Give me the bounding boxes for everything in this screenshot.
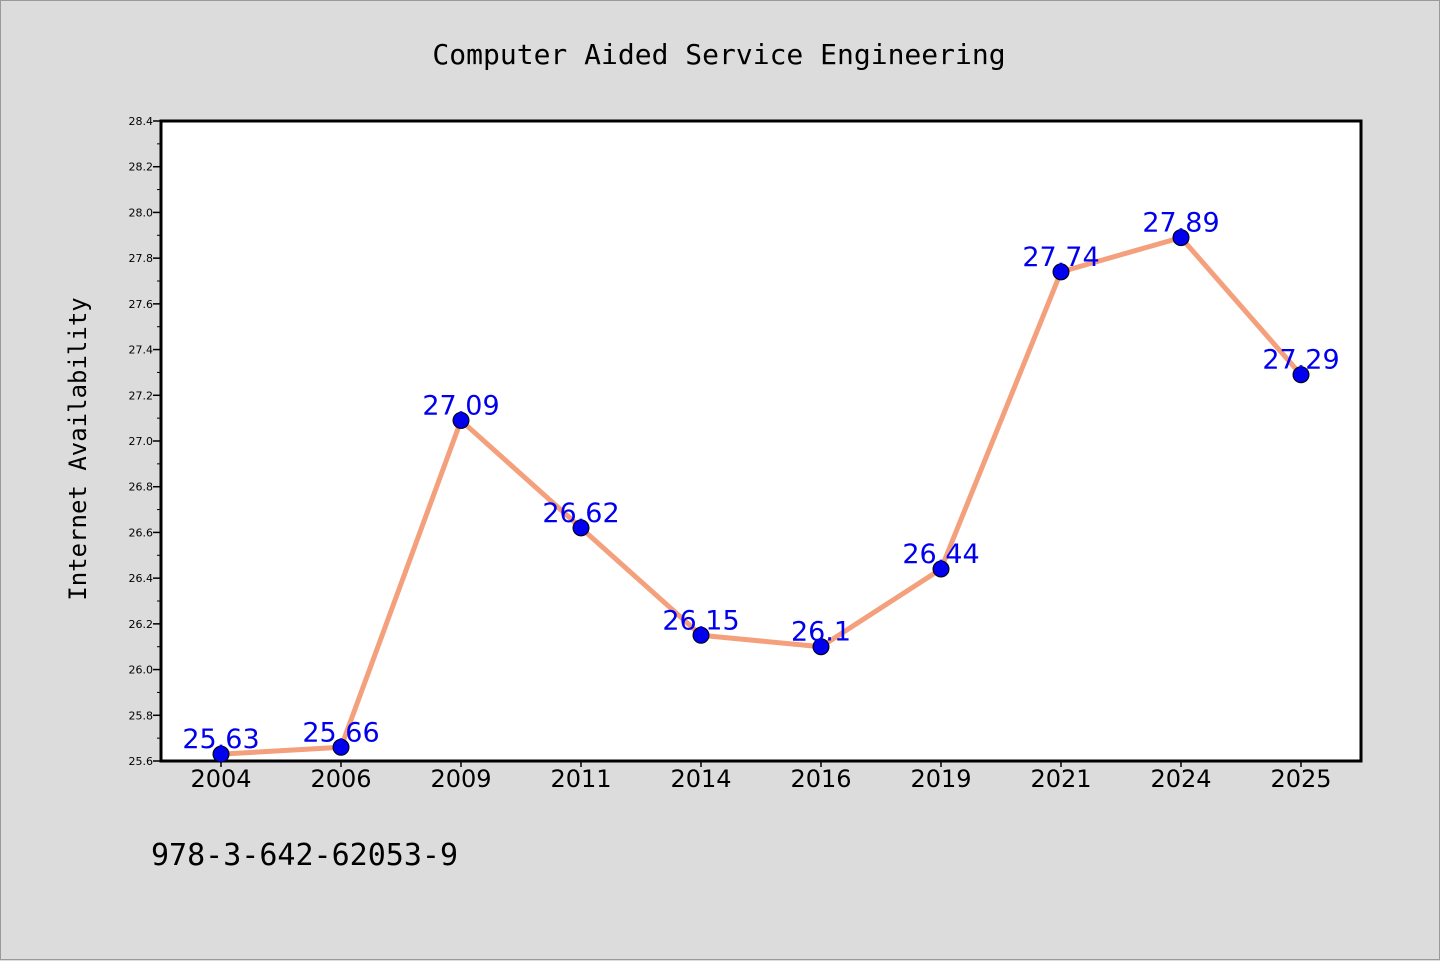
y-tick-label: 27.0 xyxy=(129,435,154,448)
y-tick-label: 25.6 xyxy=(129,755,154,768)
y-tick-label: 25.8 xyxy=(129,709,154,722)
data-point xyxy=(812,638,830,656)
y-tick-label: 26.4 xyxy=(129,572,154,585)
data-label: 27.89 xyxy=(1142,208,1219,239)
y-tick-label: 28.2 xyxy=(129,161,154,174)
data-label: 26.62 xyxy=(542,498,619,529)
y-tick-label: 26.0 xyxy=(129,664,154,677)
plot-area xyxy=(159,119,1363,763)
x-tick-label: 2009 xyxy=(430,765,491,793)
data-label: 27.74 xyxy=(1022,242,1099,273)
y-tick-label: 27.8 xyxy=(129,252,154,265)
data-label: 26.44 xyxy=(902,539,979,570)
series-line xyxy=(218,235,1304,757)
data-label: 27.29 xyxy=(1262,345,1339,376)
data-label: 26.15 xyxy=(662,605,739,636)
data-point xyxy=(1292,366,1310,384)
data-point xyxy=(332,738,350,756)
data-point xyxy=(1052,263,1070,281)
y-tick-label: 27.4 xyxy=(129,344,154,357)
x-tick-label: 2006 xyxy=(310,765,371,793)
data-label: 26.1 xyxy=(791,617,851,648)
x-tick-label: 2019 xyxy=(910,765,971,793)
series-layer: 25.63 25.66 27.09 26.62 26.15 26.1 26.44 27.74 2… xyxy=(182,208,1340,763)
x-tick-label: 2021 xyxy=(1030,765,1091,793)
data-point xyxy=(1172,229,1190,247)
data-label: 25.63 xyxy=(182,724,259,755)
data-label: 27.09 xyxy=(422,390,499,421)
x-tick-label: 2025 xyxy=(1270,765,1331,793)
x-tick-label: 2016 xyxy=(790,765,851,793)
x-tick-label: 2014 xyxy=(670,765,731,793)
chart-title: Computer Aided Service Engineering xyxy=(432,38,1005,71)
x-tick-label: 2004 xyxy=(190,765,251,793)
y-tick-label: 28.0 xyxy=(129,206,154,219)
y-tick-label: 26.8 xyxy=(129,481,154,494)
y-tick-label: 26.6 xyxy=(129,526,154,539)
y-tick-label: 26.2 xyxy=(129,618,154,631)
x-tick-label: 2024 xyxy=(1150,765,1211,793)
data-label: 25.66 xyxy=(302,717,379,748)
y-tick-label: 27.2 xyxy=(129,389,154,402)
x-axis: 2004 2006 2009 2011 2014 2016 2019 2021 2024 2025 xyxy=(190,761,1332,793)
data-point xyxy=(572,519,590,537)
y-tick-label: 27.6 xyxy=(129,298,154,311)
y-tick-label: 28.4 xyxy=(129,115,154,128)
y-axis-label: Internet Availability xyxy=(64,297,92,600)
footer-isbn: 978-3-642-62053-9 xyxy=(151,838,458,873)
data-point xyxy=(932,560,950,578)
x-tick-label: 2011 xyxy=(550,765,611,793)
data-point xyxy=(692,626,710,644)
data-point xyxy=(452,411,470,429)
data-point xyxy=(212,745,230,763)
y-axis: 25.6 25.8 26.0 26.2 26.4 26.6 26.8 27.0 27.2 27.4… xyxy=(129,115,161,768)
